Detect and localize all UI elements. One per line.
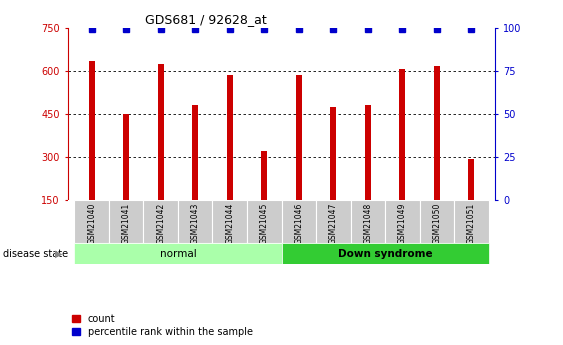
- Text: GSM21042: GSM21042: [156, 202, 165, 244]
- Bar: [316, 200, 351, 243]
- Text: disease state: disease state: [3, 249, 68, 258]
- Bar: [123, 114, 129, 200]
- Bar: [212, 200, 247, 243]
- Bar: [296, 75, 302, 200]
- Text: ▶: ▶: [55, 249, 62, 258]
- Bar: [454, 200, 489, 243]
- Bar: [74, 200, 109, 243]
- Bar: [365, 105, 371, 200]
- Bar: [282, 243, 489, 264]
- Text: GSM21048: GSM21048: [363, 202, 372, 244]
- Bar: [74, 243, 282, 264]
- Bar: [144, 200, 178, 243]
- Bar: [178, 200, 212, 243]
- Bar: [419, 200, 454, 243]
- Text: GSM21041: GSM21041: [122, 202, 131, 244]
- Text: normal: normal: [159, 249, 196, 258]
- Bar: [109, 200, 144, 243]
- Bar: [282, 200, 316, 243]
- Bar: [192, 105, 198, 200]
- Bar: [330, 107, 336, 200]
- Text: GSM21047: GSM21047: [329, 202, 338, 244]
- Bar: [399, 69, 405, 200]
- Text: GSM21050: GSM21050: [432, 202, 441, 244]
- Text: GSM21046: GSM21046: [294, 202, 303, 244]
- Text: GDS681 / 92628_at: GDS681 / 92628_at: [145, 13, 266, 27]
- Text: GSM21040: GSM21040: [87, 202, 96, 244]
- Bar: [261, 151, 267, 200]
- Text: GSM21045: GSM21045: [260, 202, 269, 244]
- Bar: [88, 61, 95, 200]
- Text: GSM21051: GSM21051: [467, 202, 476, 244]
- Text: GSM21044: GSM21044: [225, 202, 234, 244]
- Bar: [385, 200, 419, 243]
- Bar: [158, 63, 164, 200]
- Bar: [434, 66, 440, 200]
- Text: GSM21043: GSM21043: [191, 202, 200, 244]
- Text: GSM21049: GSM21049: [398, 202, 407, 244]
- Legend: count, percentile rank within the sample: count, percentile rank within the sample: [73, 314, 253, 337]
- Bar: [227, 75, 233, 200]
- Bar: [351, 200, 385, 243]
- Bar: [468, 159, 475, 200]
- Text: Down syndrome: Down syndrome: [338, 249, 432, 258]
- Bar: [247, 200, 282, 243]
